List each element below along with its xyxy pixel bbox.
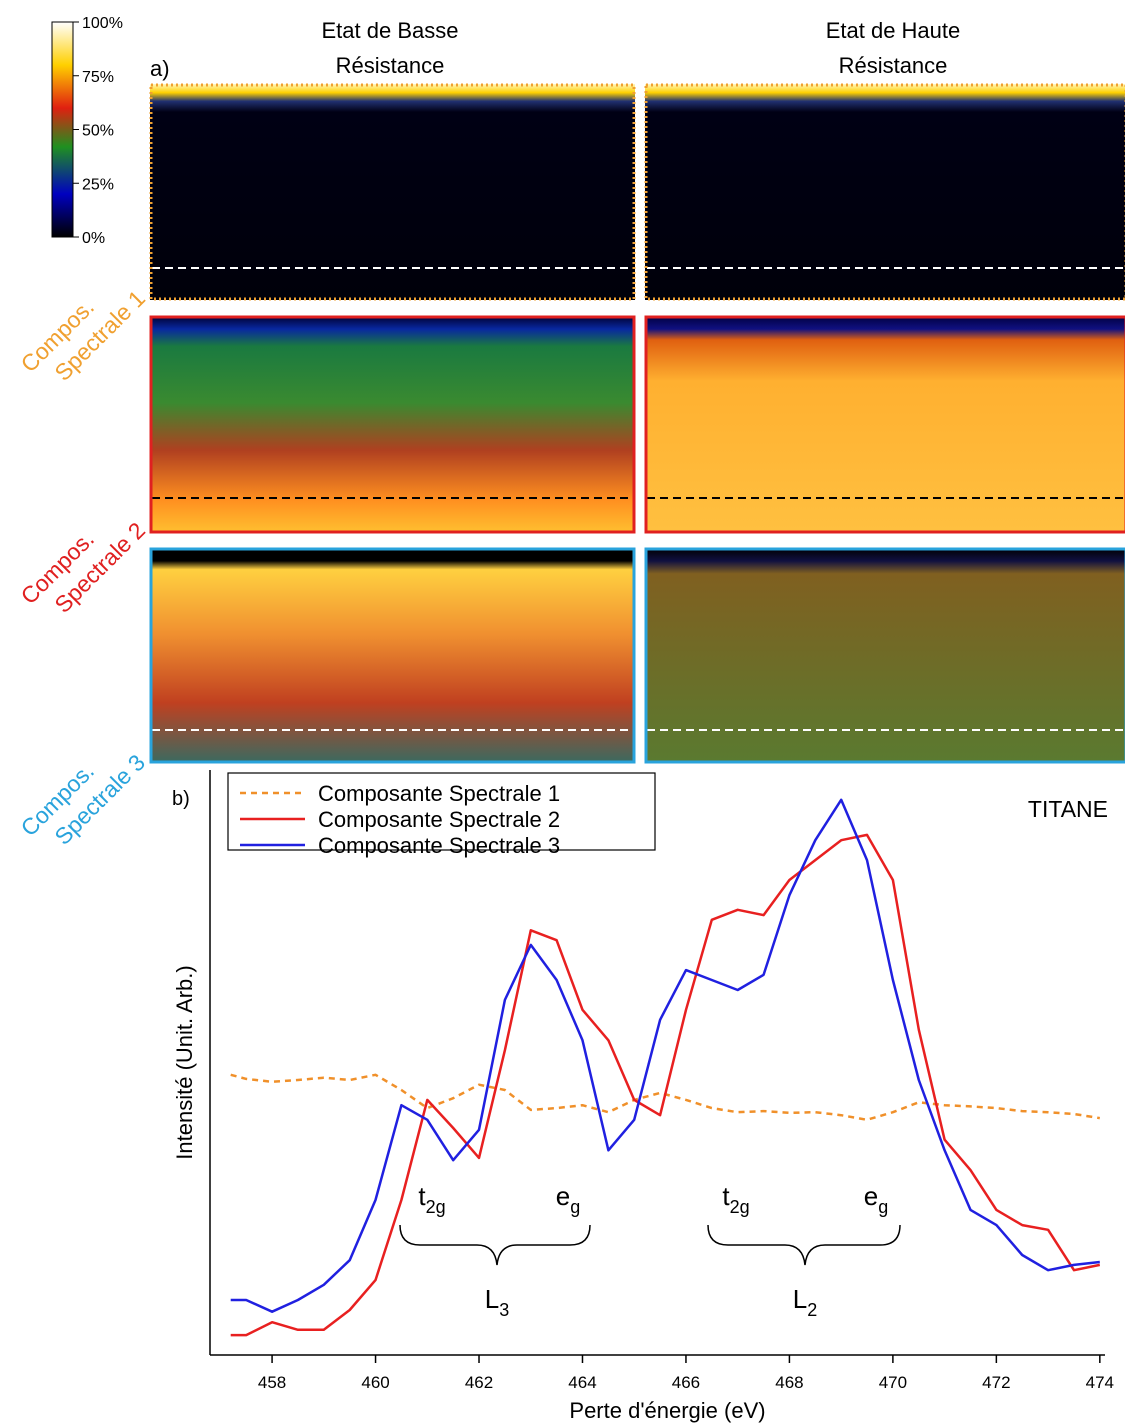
peak-subscript: 2 xyxy=(807,1300,817,1320)
brackets xyxy=(399,1224,901,1266)
peak-label: t2g xyxy=(418,1181,445,1217)
legend-label: Composante Spectrale 3 xyxy=(318,833,560,858)
peak-symbol: t xyxy=(722,1181,730,1211)
x-tick-label: 470 xyxy=(879,1373,907,1392)
panels xyxy=(150,84,1125,763)
series-line xyxy=(230,833,1101,1337)
peak-symbol: t xyxy=(418,1181,426,1211)
legend-label: Composante Spectrale 1 xyxy=(318,781,560,806)
colorbar-tick-label: 0% xyxy=(82,230,105,247)
map-panel xyxy=(645,548,1125,763)
row-label: Compos.Spectrale 1 xyxy=(16,285,150,386)
map-panel xyxy=(150,84,635,300)
x-tick-label: 462 xyxy=(465,1373,493,1392)
panel-label: a) xyxy=(150,56,170,81)
peak-subscript: 2g xyxy=(426,1197,446,1217)
column-header: Résistance xyxy=(336,53,445,78)
x-tick-label: 474 xyxy=(1086,1373,1114,1392)
colorbar-tick-label: 75% xyxy=(82,69,114,86)
map-panel xyxy=(645,84,1125,300)
peak-symbol: e xyxy=(556,1181,570,1211)
panel-frame xyxy=(149,547,636,764)
panel-frame xyxy=(644,315,1125,534)
legend-label: Composante Spectrale 2 xyxy=(318,807,560,832)
x-tick-label: 472 xyxy=(982,1373,1010,1392)
peak-symbol: e xyxy=(864,1181,878,1211)
row-label: Compos.Spectrale 2 xyxy=(16,517,150,618)
bracket xyxy=(707,1224,901,1266)
colorbar-tick-label: 100% xyxy=(82,15,123,32)
element-label: TITANE xyxy=(1028,796,1108,822)
peak-symbol: L xyxy=(485,1284,499,1314)
row-label: Compos.Spectrale 3 xyxy=(16,749,150,850)
peak-label: t2g xyxy=(722,1181,749,1217)
peak-subscript: 3 xyxy=(499,1300,509,1320)
y-axis-label: Intensité (Unit. Arb.) xyxy=(172,965,197,1159)
peak-label: eg xyxy=(556,1181,580,1217)
panel-frame xyxy=(644,547,1125,764)
panel-frame xyxy=(149,315,636,534)
peak-subscript: 2g xyxy=(730,1197,750,1217)
column-header: Résistance xyxy=(839,53,948,78)
x-tick-label: 466 xyxy=(672,1373,700,1392)
peak-symbol: L xyxy=(793,1284,807,1314)
x-tick-label: 464 xyxy=(568,1373,596,1392)
map-panel xyxy=(150,316,635,533)
peak-subscript: g xyxy=(878,1197,888,1217)
panel-label: b) xyxy=(172,788,190,810)
map-panel xyxy=(645,316,1125,533)
panel-frame xyxy=(149,83,636,301)
map-panel xyxy=(150,548,635,763)
peak-label: eg xyxy=(864,1181,888,1217)
colorbar-tick-label: 25% xyxy=(82,176,114,193)
series-line xyxy=(230,1073,1100,1122)
column-header: Etat de Basse xyxy=(322,18,459,43)
peak-label: L3 xyxy=(485,1284,509,1320)
panel-frame xyxy=(644,83,1125,301)
x-tick-label: 468 xyxy=(775,1373,803,1392)
x-tick-label: 460 xyxy=(361,1373,389,1392)
series-line xyxy=(230,798,1100,1313)
x-axis-label: Perte d'énergie (eV) xyxy=(569,1398,765,1423)
colorbar xyxy=(51,21,74,238)
peak-subscript: g xyxy=(570,1197,580,1217)
bracket xyxy=(399,1224,591,1266)
legend-box xyxy=(227,772,656,851)
column-header: Etat de Haute xyxy=(826,18,961,43)
x-tick-label: 458 xyxy=(258,1373,286,1392)
colorbar-tick-label: 50% xyxy=(82,123,114,140)
peak-label: L2 xyxy=(793,1284,817,1320)
